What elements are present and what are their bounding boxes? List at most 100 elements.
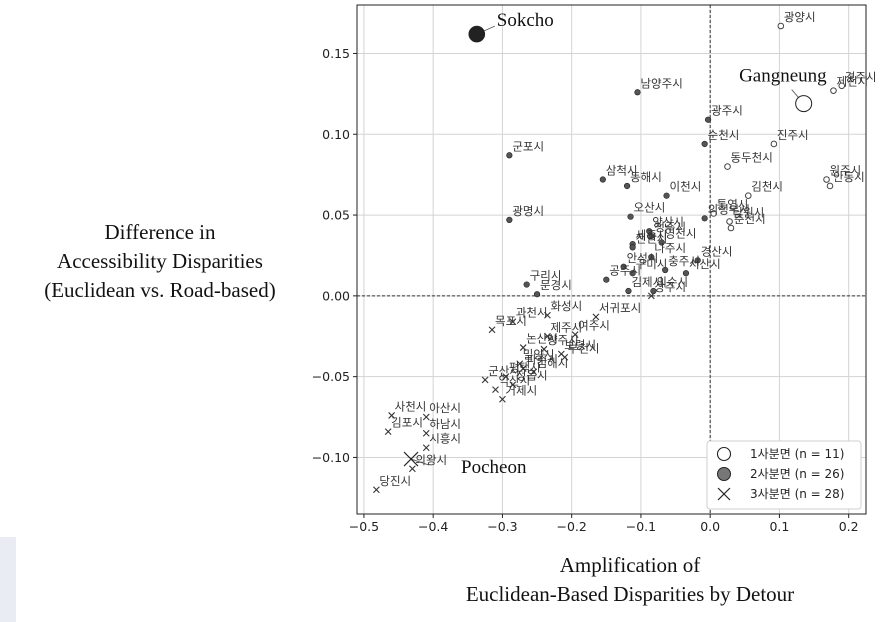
data-point-stroke <box>422 413 430 421</box>
data-point-stroke <box>492 386 499 393</box>
y-axis-label-line-3: (Euclidean vs. Road-based) <box>44 278 276 302</box>
data-point <box>388 412 396 419</box>
data-point-stroke <box>388 412 396 419</box>
data-point <box>502 373 510 381</box>
data-point-label: 공주시 <box>609 264 641 278</box>
data-point <box>481 376 489 384</box>
data-point-stroke <box>561 353 569 361</box>
data-point-stroke <box>409 465 416 473</box>
data-point-label: 제주시 <box>550 320 582 334</box>
data-point-label: 밀양시 <box>523 348 555 362</box>
data-point-label: 파주시 <box>526 353 558 367</box>
data-point <box>603 276 610 283</box>
data-point-stroke <box>516 360 524 368</box>
data-point-label: 김포시 <box>391 416 423 430</box>
data-point <box>620 263 627 270</box>
data-point <box>830 87 837 94</box>
data-point <box>519 365 527 372</box>
data-point <box>701 140 708 148</box>
data-point <box>724 163 731 170</box>
data-point-label: 광양시 <box>784 10 816 24</box>
data-point-label: 김제시 <box>631 275 663 289</box>
data-point-label: 구미시 <box>636 257 668 271</box>
data-point-label: 이천시 <box>670 180 702 194</box>
data-point-stroke <box>519 344 527 351</box>
data-point <box>629 244 636 251</box>
data-point <box>727 224 735 232</box>
data-point <box>384 428 392 435</box>
data-point-label: 아산시 <box>429 401 461 415</box>
x-axis-label-line-1: Amplification of <box>559 553 701 577</box>
data-point <box>663 192 670 199</box>
data-point <box>658 239 665 246</box>
x-tick-label: −0.2 <box>557 519 587 534</box>
data-point <box>838 82 846 90</box>
y-tick-label: 0.15 <box>322 46 350 61</box>
data-point <box>506 152 513 159</box>
legend-marker <box>716 446 732 462</box>
data-point-stroke <box>540 345 548 353</box>
data-point-label: 정읍시 <box>516 369 548 383</box>
data-point-label: 남원시 <box>733 206 765 220</box>
data-point-label: 보령시 <box>564 338 596 352</box>
data-point-label: 양산시 <box>652 215 684 229</box>
data-point <box>488 326 496 334</box>
data-point-label: 거제시 <box>505 383 537 397</box>
x-tick-label: 0.0 <box>700 519 720 534</box>
data-point <box>533 291 541 298</box>
legend: 1사분면 (n = 11) 2사분면 (n = 26) 3사분면 (n = 28) <box>706 440 862 510</box>
data-point-label: 당진시 <box>379 474 411 488</box>
data-point-label: 통영시 <box>717 197 749 211</box>
data-point-label: 춘천시 <box>734 212 766 226</box>
data-point-label: 구리시 <box>530 269 562 283</box>
highlight-point-stroke <box>403 451 419 467</box>
data-point-label: 평택시 <box>509 361 541 375</box>
data-point-stroke <box>422 429 430 437</box>
data-point <box>561 353 569 361</box>
y-axis-label-line-2: Accessibility Disparities <box>57 249 263 273</box>
y-tick-label: 0.10 <box>322 127 350 142</box>
data-point-label: 순천시 <box>708 128 740 142</box>
highlight-label: Gangneung <box>739 66 827 87</box>
data-point-label: 동두천시 <box>730 151 772 165</box>
data-point <box>705 116 712 123</box>
legend-marker <box>717 487 731 501</box>
data-point-label: 안동시 <box>833 170 865 184</box>
data-point <box>682 270 690 277</box>
data-point <box>530 368 537 376</box>
data-point-label: 동해시 <box>630 170 662 184</box>
highlight-leader-line <box>410 458 430 466</box>
data-point <box>627 213 634 220</box>
data-point <box>625 287 632 295</box>
data-point-label: 김천시 <box>751 180 783 194</box>
data-point-label: 익산시 <box>499 374 531 388</box>
data-point-stroke <box>571 331 579 339</box>
y-tick-label: 0.00 <box>322 288 350 303</box>
data-point <box>540 345 548 353</box>
data-point-label: 광주시 <box>711 104 743 118</box>
highlight-point <box>795 95 813 113</box>
highlight-point <box>468 25 486 43</box>
data-point-stroke <box>544 311 551 319</box>
data-point-label: 광명시 <box>512 204 544 218</box>
data-point <box>710 210 717 217</box>
data-point-stroke <box>373 486 380 494</box>
data-point-stroke <box>557 350 565 358</box>
legend-marker <box>717 467 731 481</box>
data-point <box>509 318 517 326</box>
data-point <box>409 465 416 473</box>
data-point-stroke <box>544 332 551 340</box>
data-point <box>516 360 524 368</box>
data-point <box>826 182 834 190</box>
data-point-stroke <box>502 373 510 381</box>
data-point-stroke <box>592 313 600 321</box>
data-point <box>544 311 551 319</box>
x-axis-label-line-2: Euclidean-Based Disparities by Detour <box>465 582 795 606</box>
data-point-stroke <box>509 318 517 326</box>
data-point <box>506 216 513 224</box>
data-point-label: 오산시 <box>634 201 666 215</box>
data-point-label: 의정부시 <box>708 202 750 216</box>
highlight-point <box>403 451 419 467</box>
data-point <box>599 176 606 183</box>
y-axis-label: Difference in Accessibility Disparities … <box>20 218 300 305</box>
